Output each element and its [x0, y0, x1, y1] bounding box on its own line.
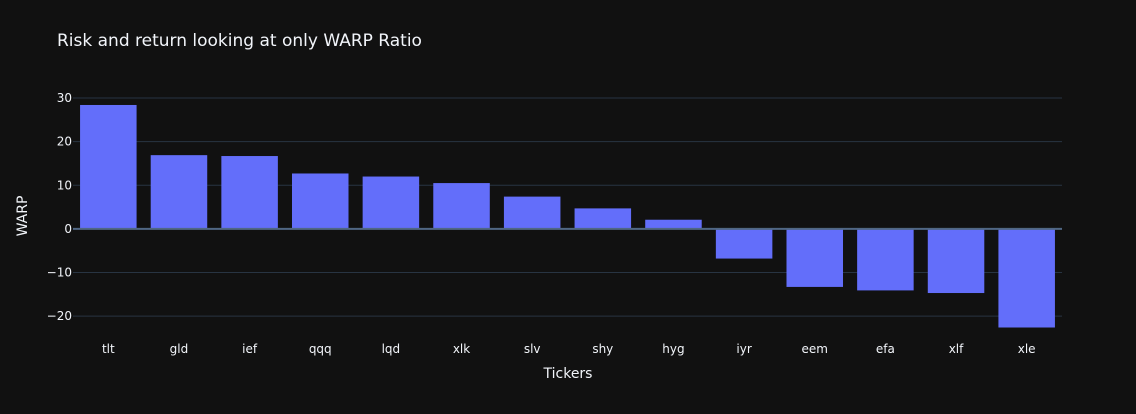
bar-gld[interactable]	[150, 155, 208, 229]
x-axis-title: Tickers	[543, 366, 593, 382]
x-tick-label: xle	[1018, 342, 1036, 356]
bar-ief[interactable]	[221, 156, 278, 229]
bars	[80, 104, 1055, 328]
x-tick-label: xlf	[949, 342, 964, 356]
bar-eem[interactable]	[786, 228, 844, 287]
x-tick-label: eem	[802, 342, 828, 356]
x-tick-label: hyg	[662, 342, 684, 356]
bar-xlf[interactable]	[927, 228, 985, 294]
x-tick-label: xlk	[453, 342, 470, 356]
bar-tlt[interactable]	[80, 104, 137, 229]
chart-title: Risk and return looking at only WARP Rat…	[57, 31, 422, 51]
y-tick-label: 10	[57, 178, 72, 192]
bar-iyr[interactable]	[715, 228, 773, 259]
bar-slv[interactable]	[503, 196, 561, 229]
bar-lqd[interactable]	[362, 176, 420, 229]
x-tick-label: tlt	[102, 342, 115, 356]
bar-shy[interactable]	[574, 208, 632, 229]
x-tick-label: lqd	[382, 342, 401, 356]
y-tick-label: 0	[64, 222, 72, 236]
x-tick-label: gld	[170, 342, 189, 356]
x-tick-label: slv	[524, 342, 541, 356]
y-tick-label: −10	[47, 266, 72, 280]
x-tick-label: ief	[242, 342, 258, 356]
x-tick-labels: tlt gld ief qqq lqd xlk slv shy hyg iyr eem efa xlf x…	[102, 342, 1036, 356]
bar-efa[interactable]	[857, 228, 914, 291]
x-tick-label: iyr	[736, 342, 751, 356]
y-tick-labels: −20 −10 0 10 20 30	[47, 91, 72, 323]
y-tick-label: 30	[57, 91, 72, 105]
x-tick-label: shy	[592, 342, 613, 356]
y-tick-label: 20	[57, 135, 72, 149]
x-tick-label: efa	[876, 342, 895, 356]
bar-qqq[interactable]	[291, 173, 349, 229]
bar-xlk[interactable]	[433, 183, 490, 229]
x-tick-label: qqq	[309, 342, 332, 356]
y-axis-title: WARP	[15, 196, 31, 237]
bar-xle[interactable]	[998, 228, 1055, 328]
bar-hyg[interactable]	[645, 219, 702, 229]
y-tick-label: −20	[47, 309, 72, 323]
